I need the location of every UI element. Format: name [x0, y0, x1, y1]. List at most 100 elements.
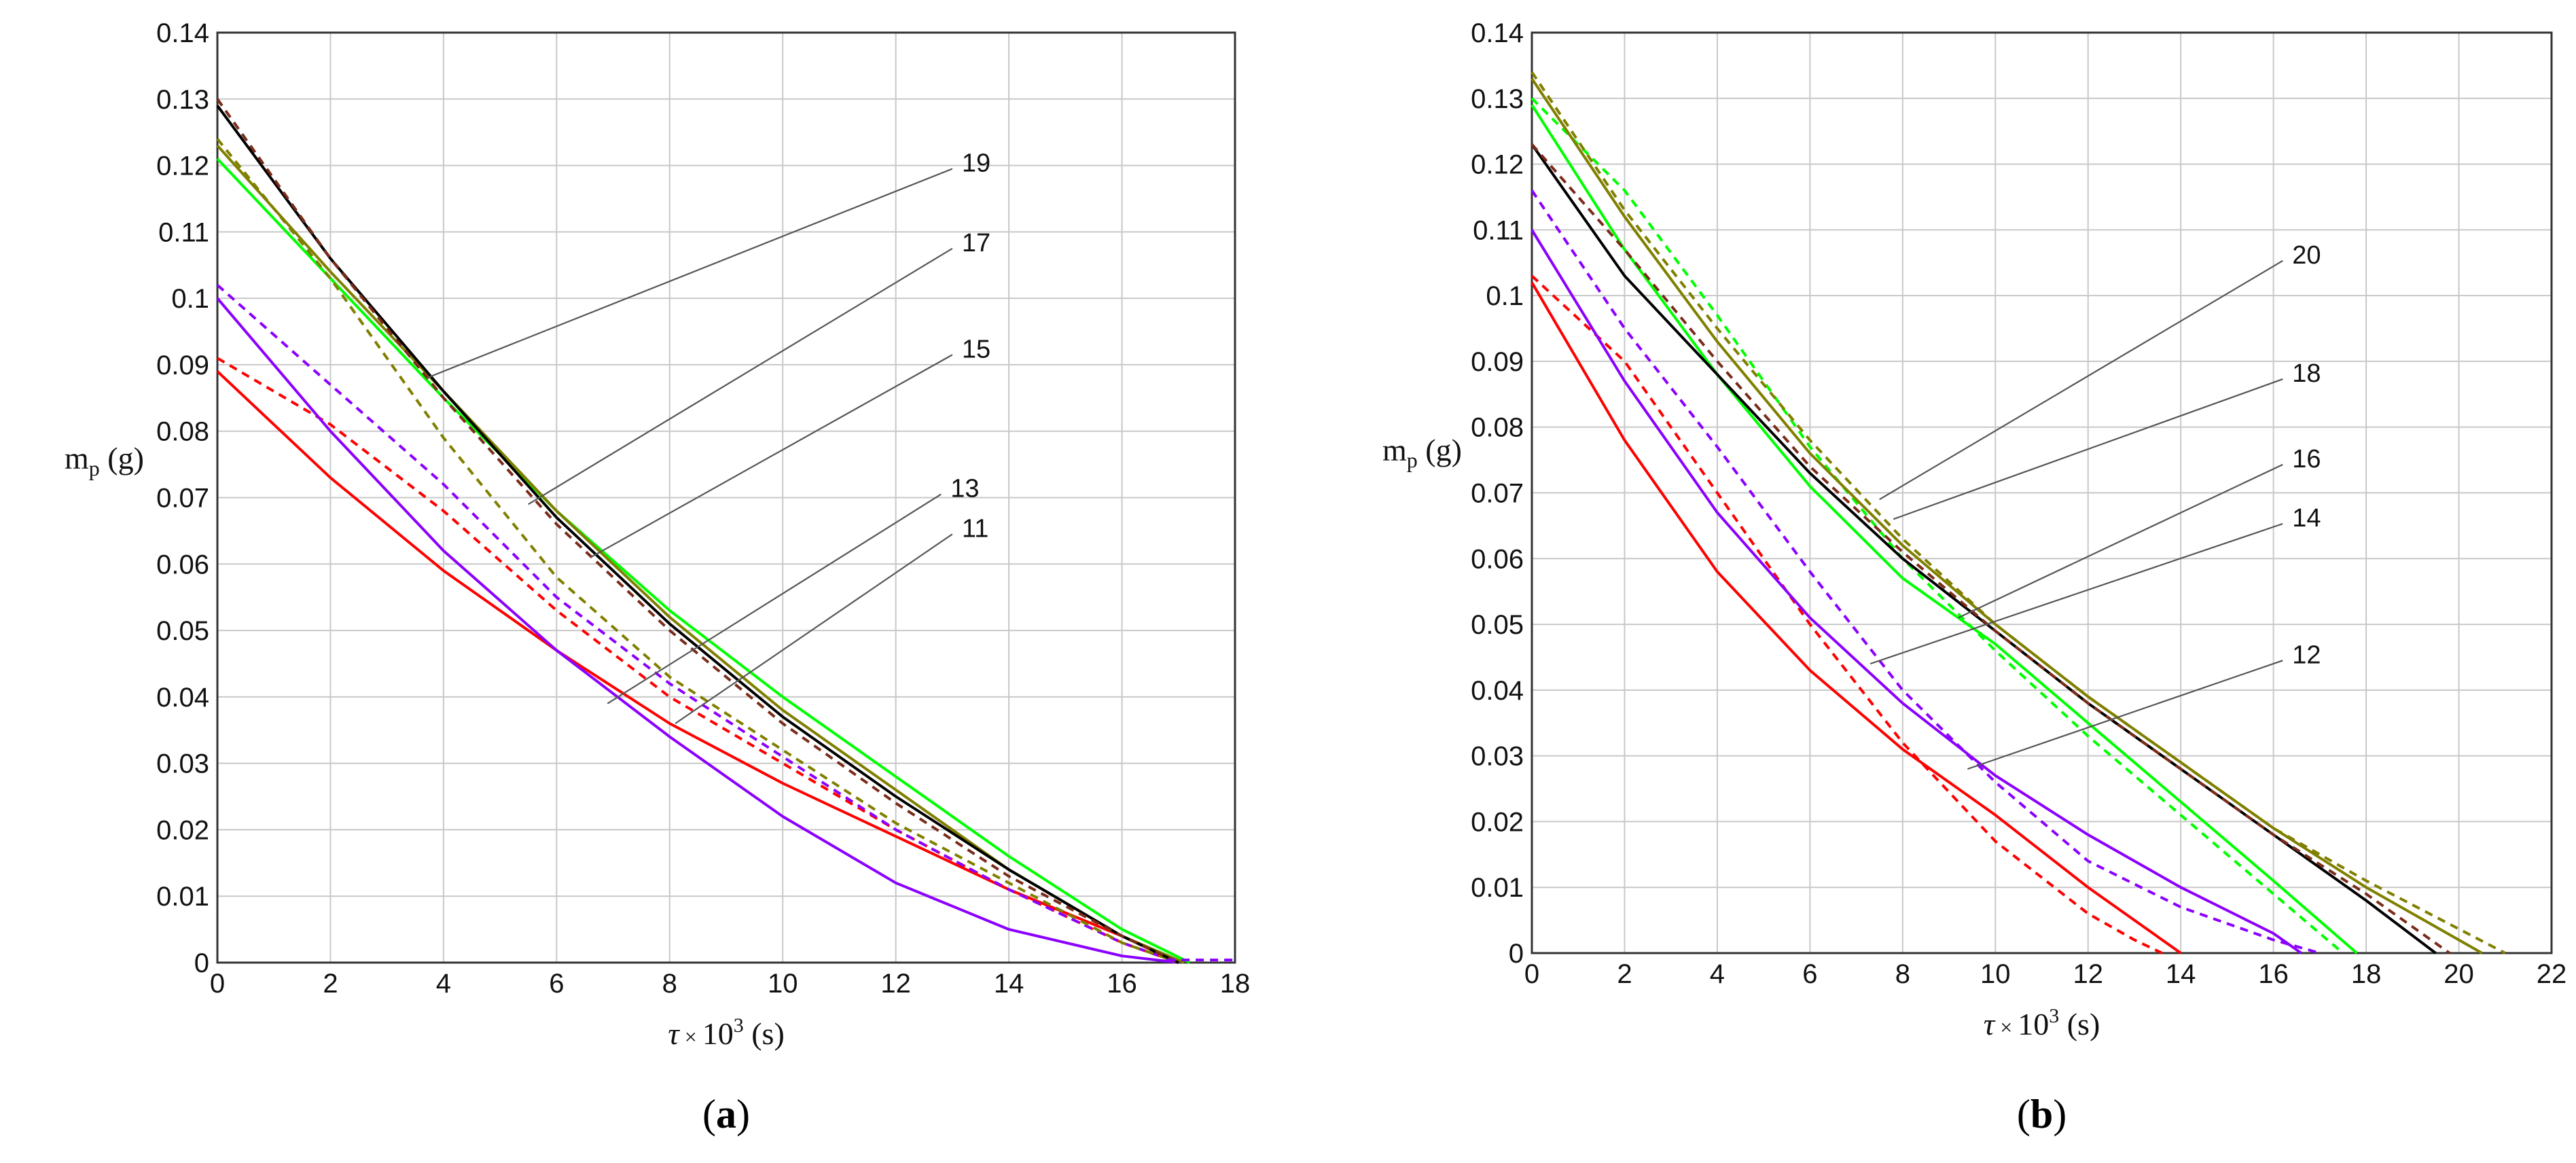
series-line: [1531, 97, 2344, 954]
callout-leader-line: [1893, 378, 2283, 520]
plot-frame: [216, 31, 1236, 964]
callout-label: 19: [962, 149, 990, 177]
callout-leader-line: [1967, 660, 2283, 770]
y-tick-label: 0: [1509, 939, 1524, 969]
y-tick-label: 0.13: [1471, 84, 1524, 114]
x-tick-label: 14: [2166, 959, 2196, 989]
callout-label: 18: [2292, 359, 2321, 388]
series-line: [216, 297, 1179, 964]
callout-label: 14: [2292, 504, 2321, 533]
callout-leader-line: [426, 168, 953, 379]
callout-leader-line: [590, 354, 953, 558]
series-line: [216, 158, 1191, 964]
y-tick-label: 0.05: [1471, 610, 1524, 640]
callout-label: 13: [950, 475, 979, 503]
y-tick-label: 0.02: [1471, 807, 1524, 837]
y-tick-label: 0.12: [156, 151, 209, 181]
y-tick-label: 0.07: [156, 484, 209, 514]
x-tick-label: 0: [1524, 959, 1539, 989]
y-tick-label: 0.1: [171, 284, 209, 314]
y-axis-label: mp (g): [1382, 433, 1462, 472]
series-line: [216, 105, 1179, 964]
callout-leader-line: [1958, 463, 2283, 619]
x-tick-label: 4: [1710, 959, 1725, 989]
x-tick-label: 16: [1107, 969, 1137, 999]
x-tick-label: 18: [1220, 969, 1251, 999]
y-tick-label: 0.06: [156, 550, 209, 579]
y-tick-label: 0.14: [1471, 18, 1524, 48]
callout-leader-line: [1870, 522, 2283, 665]
y-tick-label: 0.01: [156, 882, 209, 912]
y-tick-label: 0.08: [156, 417, 209, 447]
y-tick-label: 0.1: [1486, 281, 1524, 311]
x-axis-label: τ × 103 (s): [668, 1014, 785, 1051]
x-tick-label: 10: [768, 969, 798, 999]
y-tick-label: 0.01: [1471, 873, 1524, 903]
x-tick-label: 10: [1980, 959, 2011, 989]
callout-leader-line: [607, 493, 942, 704]
y-tick-label: 0.06: [1471, 544, 1524, 574]
callout-leader-line: [1879, 260, 2283, 501]
series-line: [216, 144, 1185, 964]
x-tick-label: 16: [2258, 959, 2289, 989]
y-tick-label: 0.11: [1473, 215, 1524, 245]
plot-frame: [1531, 31, 2553, 954]
callout-label: 11: [962, 514, 988, 543]
y-tick-label: 0.05: [156, 616, 209, 646]
x-axis-label: τ × 103 (s): [1984, 1005, 2100, 1041]
series-line: [1531, 274, 2163, 954]
callout-leader-line: [675, 533, 953, 724]
chart-panel-b: 0 2 4 6 8 10 12 14 16 18 20 22 0 0.01 0.02 0.03 0.04 0.05…: [1382, 18, 2566, 1137]
callout-label: 12: [2292, 641, 2321, 669]
series-line: [216, 370, 1179, 964]
chart-panel-a: 0 2 4 6 8 10 12 14 16 18 0 0.01 0.02 0.03 0.04 0.05 0.06…: [65, 18, 1250, 1137]
y-tick-label: 0.02: [156, 815, 209, 845]
series-line: [216, 138, 1179, 964]
series-line: [1531, 281, 2182, 954]
y-tick-label: 0.14: [156, 18, 209, 48]
x-tick-label: 6: [549, 969, 564, 999]
y-tick-label: 0.08: [1471, 413, 1524, 443]
y-tick-label: 0.12: [1471, 150, 1524, 180]
x-tick-label: 4: [436, 969, 451, 999]
series-line: [1531, 104, 2358, 954]
y-axis-label: mp (g): [65, 441, 144, 480]
panel-label: (a): [702, 1092, 750, 1137]
y-tick-label: 0.03: [1471, 742, 1524, 772]
x-tick-label: 8: [662, 969, 677, 999]
series-line: [1531, 143, 2451, 954]
callout-label: 15: [962, 335, 990, 363]
y-tick-label: 0.09: [1471, 347, 1524, 377]
series-line: [216, 284, 1179, 964]
callout-leader-line: [528, 247, 953, 505]
x-tick-label: 12: [2073, 959, 2103, 989]
x-tick-label: 22: [2537, 959, 2567, 989]
x-tick-label: 2: [1617, 959, 1632, 989]
y-tick-label: 0.09: [156, 351, 209, 380]
panel-label: (b): [2017, 1092, 2067, 1137]
y-tick-label: 0.04: [156, 683, 209, 713]
x-tick-label: 0: [210, 969, 225, 999]
x-tick-label: 2: [323, 969, 338, 999]
callout-label: 17: [962, 229, 990, 257]
y-tick-label: 0.03: [156, 749, 209, 779]
x-tick-label: 12: [880, 969, 911, 999]
series-line: [1531, 77, 2483, 954]
series-line: [216, 98, 1179, 964]
series-line: [1531, 71, 2506, 954]
x-tick-label: 14: [994, 969, 1024, 999]
callout-label: 16: [2292, 445, 2321, 473]
y-tick-label: 0.04: [1471, 676, 1524, 706]
y-tick-label: 0.11: [158, 217, 209, 247]
x-tick-label: 20: [2444, 959, 2474, 989]
y-tick-label: 0: [194, 948, 209, 978]
x-tick-label: 6: [1802, 959, 1817, 989]
series-line: [1531, 190, 2321, 954]
x-tick-label: 18: [2351, 959, 2382, 989]
y-tick-label: 0.07: [1471, 479, 1524, 509]
series-line: [1531, 229, 2302, 954]
y-tick-label: 0.13: [156, 85, 209, 115]
callout-label: 20: [2292, 241, 2321, 270]
x-tick-label: 8: [1895, 959, 1910, 989]
